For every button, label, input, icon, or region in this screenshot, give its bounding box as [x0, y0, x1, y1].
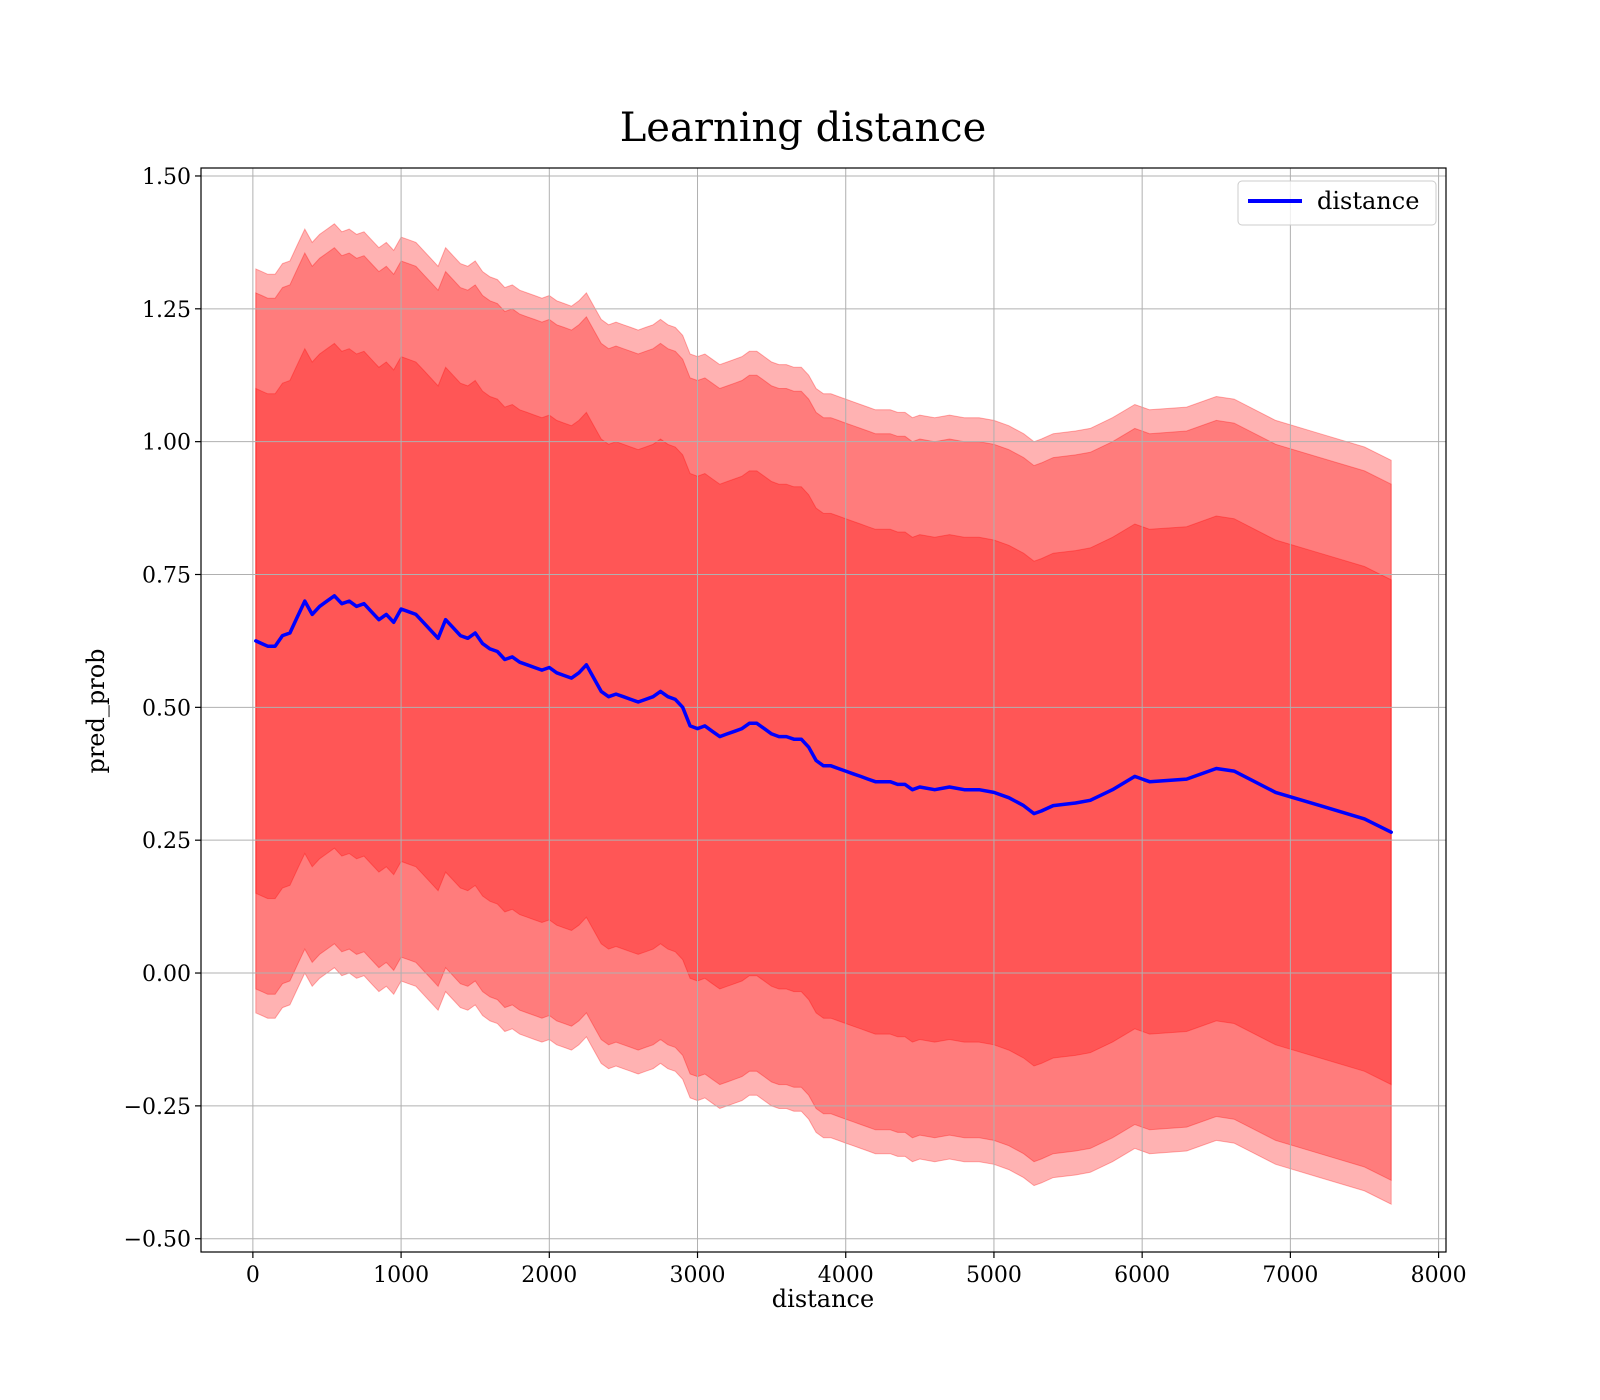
x-tick-label: 7000 [1262, 1263, 1318, 1288]
x-tick-label: 6000 [1114, 1263, 1170, 1288]
y-tick-label: 0.25 [142, 829, 191, 854]
confidence-band-2sigma [255, 247, 1392, 1182]
series-line-distance [254, 594, 1393, 834]
y-tick-label: −0.50 [124, 1228, 191, 1253]
confidence-band-3sigma [255, 223, 1392, 1206]
chart-title: Learning distance [620, 105, 987, 151]
y-tick-label: 1.25 [142, 298, 191, 323]
y-tick-label: 0.00 [142, 962, 191, 987]
x-axis-ticks: 0 1000 2000 3000 4000 5000 6000 7000 8000 [246, 1252, 1467, 1288]
x-tick-label: 4000 [818, 1263, 874, 1288]
y-tick-label: 1.00 [142, 431, 191, 456]
y-tick-label: −0.25 [124, 1095, 191, 1120]
x-axis-label: distance [772, 1285, 874, 1313]
grid [201, 168, 1446, 1252]
legend-box [1237, 180, 1437, 226]
x-tick-label: 8000 [1411, 1263, 1467, 1288]
plot-frame [200, 167, 1447, 1253]
x-tick-label: 3000 [670, 1263, 726, 1288]
y-axis-label: pred_prob [82, 648, 110, 773]
y-axis-ticks: −0.50 −0.25 0.00 0.25 0.50 0.75 1.00 1.25 1.50 [124, 165, 201, 1253]
confidence-band-1sigma [255, 342, 1392, 1086]
x-tick-label: 1000 [373, 1263, 429, 1288]
y-tick-label: 1.50 [142, 165, 191, 190]
confidence-bands [255, 223, 1392, 1206]
plot-area [200, 167, 1447, 1253]
x-tick-label: 0 [246, 1263, 260, 1288]
y-tick-label: 0.75 [142, 564, 191, 589]
legend-label: distance [1317, 187, 1419, 215]
line-layer [254, 594, 1393, 834]
y-tick-label: 0.50 [142, 696, 191, 721]
legend[interactable]: distance [1237, 180, 1437, 226]
x-tick-label: 5000 [966, 1263, 1022, 1288]
x-tick-label: 2000 [521, 1263, 577, 1288]
